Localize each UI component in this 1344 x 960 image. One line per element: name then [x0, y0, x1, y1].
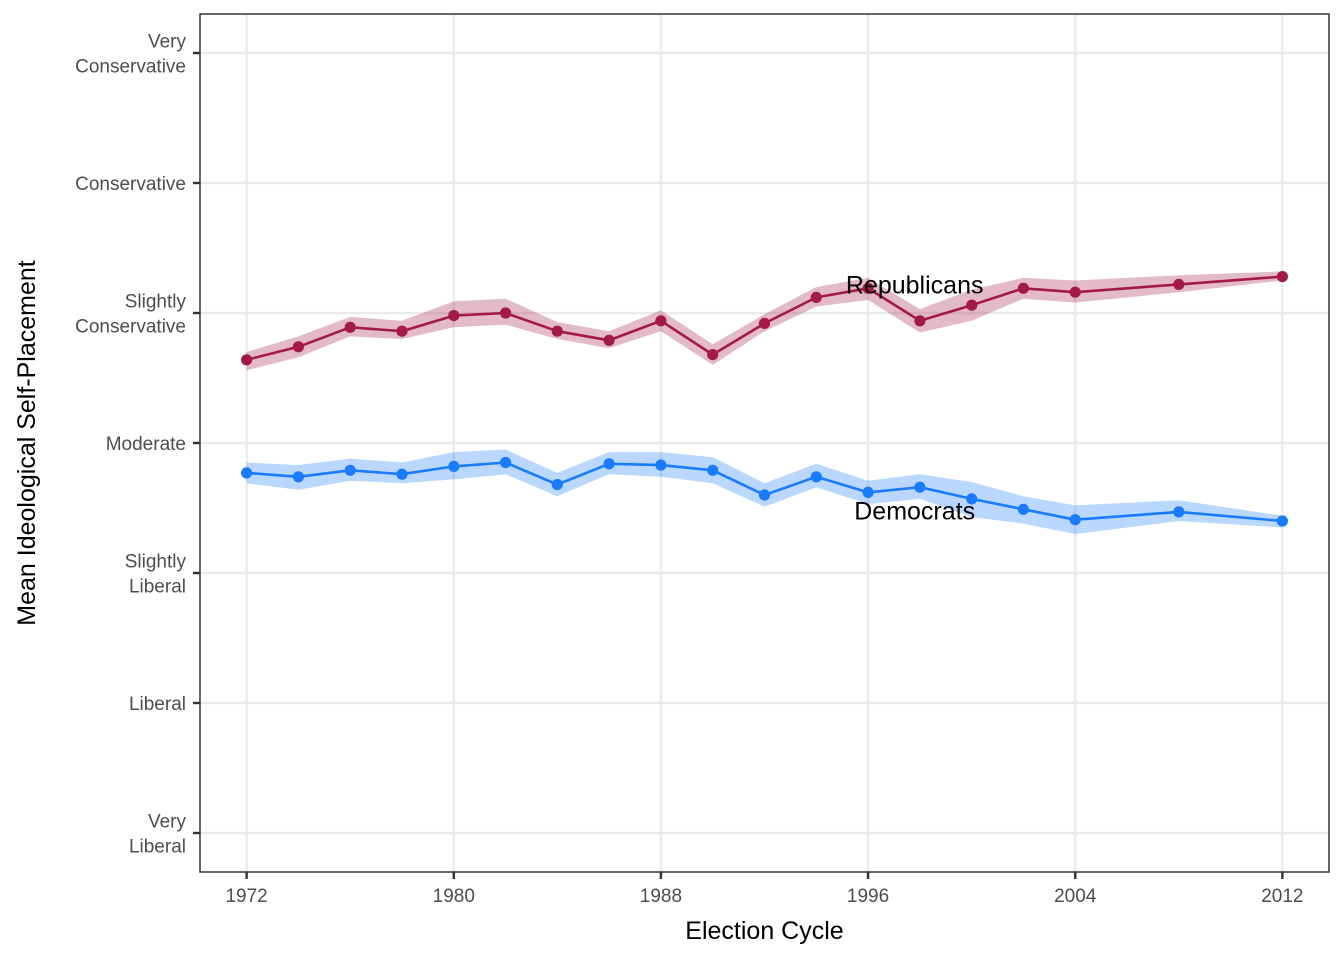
grid-layer	[200, 14, 1329, 872]
x-tick-label: 1996	[847, 886, 889, 907]
x-tick-label: 2012	[1261, 886, 1303, 907]
x-tick-label: 2004	[1054, 886, 1097, 907]
democrats-point	[500, 456, 512, 469]
y-tick-label: Conservative	[75, 174, 186, 195]
republicans-point	[707, 349, 719, 361]
republicans-point	[655, 315, 667, 327]
democrats-point	[292, 471, 304, 483]
y-tick-label: Slightly Conservative	[75, 292, 186, 338]
y-tick-label: Very Liberal	[129, 812, 187, 858]
democrats-point	[241, 467, 253, 479]
republicans-point	[810, 291, 822, 303]
y-tick-label-line: Liberal	[129, 577, 186, 598]
y-tick-label-line: Very	[148, 32, 187, 53]
y-tick-label-line: Moderate	[106, 434, 186, 455]
y-axis-title: Mean Ideological Self-Placement	[13, 260, 41, 626]
y-tick-label-line: Conservative	[75, 57, 186, 78]
republicans-point	[500, 307, 512, 319]
democrats-point	[655, 459, 667, 471]
democrats-point	[551, 479, 563, 491]
republicans-point	[551, 325, 563, 337]
republicans-point	[603, 334, 615, 346]
democrats-point	[758, 489, 771, 501]
democrats-point	[1069, 514, 1081, 526]
x-axis-title: Election Cycle	[685, 917, 843, 945]
y-tick-label: Liberal	[129, 694, 186, 715]
republicans-point	[966, 299, 978, 311]
democrats-point	[1173, 506, 1185, 518]
republicans-point	[344, 321, 356, 333]
y-tick-label: Moderate	[106, 434, 186, 455]
democrats-point	[862, 486, 874, 498]
y-tick-label-line: Very	[148, 812, 187, 833]
x-tick-label: 1988	[640, 886, 682, 907]
y-tick-label-line: Conservative	[75, 174, 186, 195]
y-tick-label: Slightly Liberal	[125, 552, 187, 598]
republicans-point	[758, 317, 771, 329]
democrats-point	[603, 458, 615, 470]
x-tick-label: 1972	[225, 886, 267, 907]
y-tick-label-line: Conservative	[75, 317, 186, 338]
annotation-layer: Republicans Democrats	[846, 271, 984, 525]
republicans-series-label: Republicans	[846, 271, 984, 299]
y-tick-label: Very Conservative	[75, 32, 186, 78]
democrats-series-label: Democrats	[854, 498, 975, 526]
republicans-point	[1069, 286, 1081, 298]
democrats-point	[1017, 503, 1029, 515]
democrats-point	[1276, 515, 1288, 527]
democrats-point	[966, 493, 978, 505]
y-tick-label-line: Liberal	[129, 837, 186, 858]
democrats-point	[810, 471, 822, 483]
axis-layer: 1972 1980 1988 1996 2004 2012 Very Liberal Liber…	[75, 32, 1303, 908]
republicans-point	[448, 310, 460, 322]
democrats-point	[344, 464, 356, 476]
republicans-point	[1173, 278, 1185, 290]
y-tick-label-line: Slightly	[125, 292, 187, 313]
republicans-point	[862, 282, 874, 294]
x-tick-label: 1980	[433, 886, 475, 907]
democrats-point	[448, 460, 460, 472]
democrats-point	[707, 464, 719, 476]
democrats-point	[396, 468, 408, 480]
republicans-point	[241, 354, 253, 366]
y-tick-label-line: Liberal	[129, 694, 186, 715]
republicans-point	[1276, 271, 1288, 283]
republicans-point	[1017, 282, 1029, 294]
republicans-point	[914, 315, 926, 327]
republicans-point	[292, 341, 304, 353]
democrats-point	[914, 481, 926, 493]
point-layer	[241, 271, 1288, 527]
republicans-point	[396, 325, 408, 337]
y-tick-label-line: Slightly	[125, 552, 187, 573]
